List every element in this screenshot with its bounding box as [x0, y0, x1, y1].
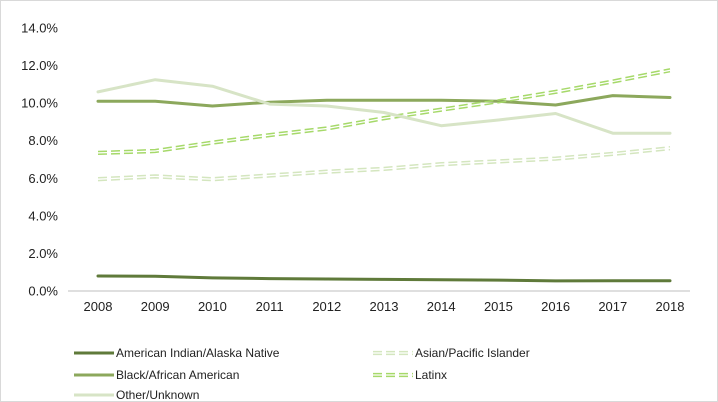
data-point [154, 275, 156, 277]
data-point [440, 125, 442, 127]
data-point [97, 100, 99, 102]
data-point [154, 100, 156, 102]
x-tick-label: 2013 [370, 299, 399, 314]
legend-item: Latinx [373, 368, 447, 382]
x-tick-label: 2010 [198, 299, 227, 314]
series-line-dashed [97, 146, 671, 179]
data-point [269, 278, 271, 280]
series-other-unknown [96, 78, 672, 135]
y-tick-label: 2.0% [28, 246, 58, 261]
data-point [555, 158, 557, 160]
data-point [555, 112, 557, 114]
legend-item: Other/Unknown [74, 388, 199, 401]
data-point [612, 95, 614, 97]
series-line [96, 274, 672, 283]
axis-layer: 0.0% 2.0% 4.0% 6.0% 8.0% 10.0% 12.0% 14.0% 2008 2… [21, 21, 690, 314]
data-point [154, 79, 156, 81]
data-point [440, 279, 442, 281]
y-tick-label: 8.0% [28, 133, 58, 148]
x-tick-label: 2011 [256, 299, 284, 314]
series-asian-pacific-islander [97, 146, 671, 182]
data-point [326, 99, 328, 101]
legend-label: Latinx [415, 368, 447, 382]
data-point [269, 103, 271, 105]
data-point [383, 99, 385, 101]
legend-item: Asian/Pacific Islander [373, 346, 530, 360]
x-tick-label: 2018 [656, 299, 685, 314]
data-point [326, 171, 328, 173]
x-tick-label: 2009 [141, 299, 170, 314]
data-point [326, 105, 328, 107]
data-point [211, 142, 213, 144]
data-point [555, 280, 557, 282]
data-point [211, 277, 213, 279]
data-point [497, 100, 499, 102]
data-point [440, 109, 442, 111]
data-point [612, 132, 614, 134]
data-point [669, 97, 671, 99]
series-layer [96, 68, 672, 283]
data-point [612, 153, 614, 155]
series-american-indian-alaska-native [96, 274, 672, 283]
x-tick-label: 2016 [541, 299, 570, 314]
legend-item: Black/African American [74, 368, 239, 382]
data-point [97, 91, 99, 93]
data-point [383, 112, 385, 114]
data-point [612, 81, 614, 83]
legend-label: Other/Unknown [116, 388, 199, 401]
data-point [326, 128, 328, 130]
data-point [211, 105, 213, 107]
x-tick-label: 2008 [84, 299, 113, 314]
data-point [269, 134, 271, 136]
data-point [97, 275, 99, 277]
series-line-dashed [97, 68, 671, 153]
y-tick-label: 6.0% [28, 171, 58, 186]
data-point [269, 174, 271, 176]
data-point [497, 279, 499, 281]
data-point [440, 99, 442, 101]
data-point [383, 278, 385, 280]
legend: American Indian/Alaska Native Asian/Pacif… [74, 346, 530, 401]
series-black-african-american [96, 94, 672, 108]
y-tick-label: 14.0% [21, 21, 58, 36]
data-point [211, 85, 213, 87]
series-latinx [97, 68, 671, 156]
data-point [326, 278, 328, 280]
data-point [497, 160, 499, 162]
data-point [211, 178, 213, 180]
legend-label: American Indian/Alaska Native [116, 346, 280, 360]
data-point [97, 178, 99, 180]
x-tick-label: 2012 [312, 299, 341, 314]
data-point [97, 152, 99, 154]
data-point [612, 280, 614, 282]
data-point [555, 104, 557, 106]
data-point [383, 168, 385, 170]
data-point [669, 69, 671, 71]
data-point [669, 280, 671, 282]
data-point [669, 147, 671, 149]
series-line-dashed [97, 70, 671, 156]
legend-label: Black/African American [116, 368, 239, 382]
legend-item: American Indian/Alaska Native [74, 346, 280, 360]
y-tick-label: 10.0% [21, 96, 58, 111]
data-point [669, 132, 671, 134]
y-tick-label: 4.0% [28, 208, 58, 223]
series-line-dashed [97, 148, 671, 182]
data-point [154, 150, 156, 152]
data-point [154, 175, 156, 177]
legend-label: Asian/Pacific Islander [415, 346, 530, 360]
x-tick-label: 2015 [484, 299, 513, 314]
series-line [96, 94, 672, 108]
data-point [383, 117, 385, 119]
data-point [497, 119, 499, 121]
x-tick-label: 2014 [427, 299, 456, 314]
y-tick-label: 0.0% [28, 284, 58, 299]
series-line [96, 78, 672, 135]
data-point [440, 163, 442, 165]
data-point [555, 91, 557, 93]
x-tick-label: 2017 [598, 299, 627, 314]
y-tick-label: 12.0% [21, 58, 58, 73]
